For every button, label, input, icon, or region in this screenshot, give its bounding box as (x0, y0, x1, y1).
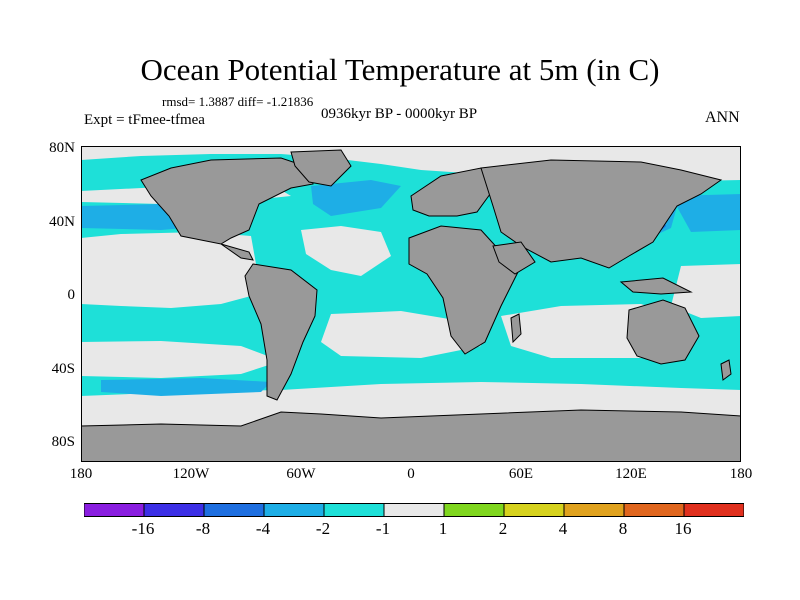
northwest-pacific-cool (671, 194, 741, 232)
y-tick-80s: 80S (51, 434, 75, 450)
experiment-label: Expt = tFmee-tfmea (84, 112, 205, 128)
x-tick-120e: 120E (615, 466, 647, 482)
y-tick-40s: 40S (51, 361, 75, 377)
x-tick-180w: 180 (69, 466, 93, 482)
australia-land (626, 299, 700, 365)
period-label: 0936kyr BP - 0000kyr BP (321, 106, 478, 122)
colorbar-label: 1 (438, 519, 448, 538)
colorbar-label: -8 (195, 519, 211, 538)
colorbar-label: 8 (618, 519, 628, 538)
x-tick-180e: 180 (729, 466, 753, 482)
colorbar-box (503, 503, 565, 517)
arabia-land (492, 241, 536, 275)
colorbar-box (203, 503, 265, 517)
colorbar-box (143, 503, 205, 517)
colorbar-label: -4 (255, 519, 271, 538)
colorbar-box (683, 503, 744, 517)
x-tick-60w: 60W (286, 466, 316, 482)
north-america-land (140, 157, 314, 245)
pacific-equator-neutral (81, 232, 256, 308)
x-tick-0: 0 (407, 466, 415, 482)
colorbar-box (383, 503, 445, 517)
colorbar-box (323, 503, 385, 517)
colorbar-label: 2 (498, 519, 508, 538)
colorbar-label: 4 (558, 519, 568, 538)
stats-text: rmsd= 1.3887 diff= -1.21836 (162, 94, 314, 109)
south-pacific-neutral (81, 341, 281, 378)
south-pacific-cool (101, 378, 271, 396)
colorbar-label: -2 (315, 519, 331, 538)
y-tick-80n: 80N (49, 140, 75, 156)
greenland-land (290, 149, 352, 187)
africa-land (408, 225, 522, 355)
y-tick-40n: 40N (49, 214, 75, 230)
north-atlantic-cool (311, 180, 401, 216)
colorbar-box (563, 503, 625, 517)
land (81, 149, 741, 462)
atlantic-neutral (301, 226, 391, 276)
colorbar (84, 503, 744, 517)
indonesia-land (619, 277, 693, 295)
south-america-land (244, 263, 318, 401)
world-map (81, 146, 741, 462)
season-label: ANN (705, 109, 740, 126)
neutral-bands (81, 146, 741, 462)
colorbar-box (263, 503, 325, 517)
new-zealand-land (720, 359, 732, 381)
x-tick-60e: 60E (508, 466, 534, 482)
x-tick-120w: 120W (172, 466, 210, 482)
y-tick-0: 0 (67, 287, 76, 303)
plot-title: Ocean Potential Temperature at 5m (in C) (140, 52, 660, 87)
colorbar-box (443, 503, 505, 517)
map-border (81, 146, 741, 462)
antarctica-land (81, 409, 741, 462)
colorbar-label: -16 (131, 519, 155, 538)
south-atlantic-neutral (321, 311, 481, 358)
europe-land (410, 167, 494, 217)
asia-land (480, 159, 723, 269)
colorbar-box (84, 503, 145, 517)
madagascar-land (510, 313, 522, 344)
central-america-land (220, 243, 254, 261)
colorbar-label: 16 (674, 519, 692, 538)
colorbar-label: -1 (375, 519, 391, 538)
east-pacific-neutral (671, 264, 741, 318)
colorbar-box (623, 503, 685, 517)
